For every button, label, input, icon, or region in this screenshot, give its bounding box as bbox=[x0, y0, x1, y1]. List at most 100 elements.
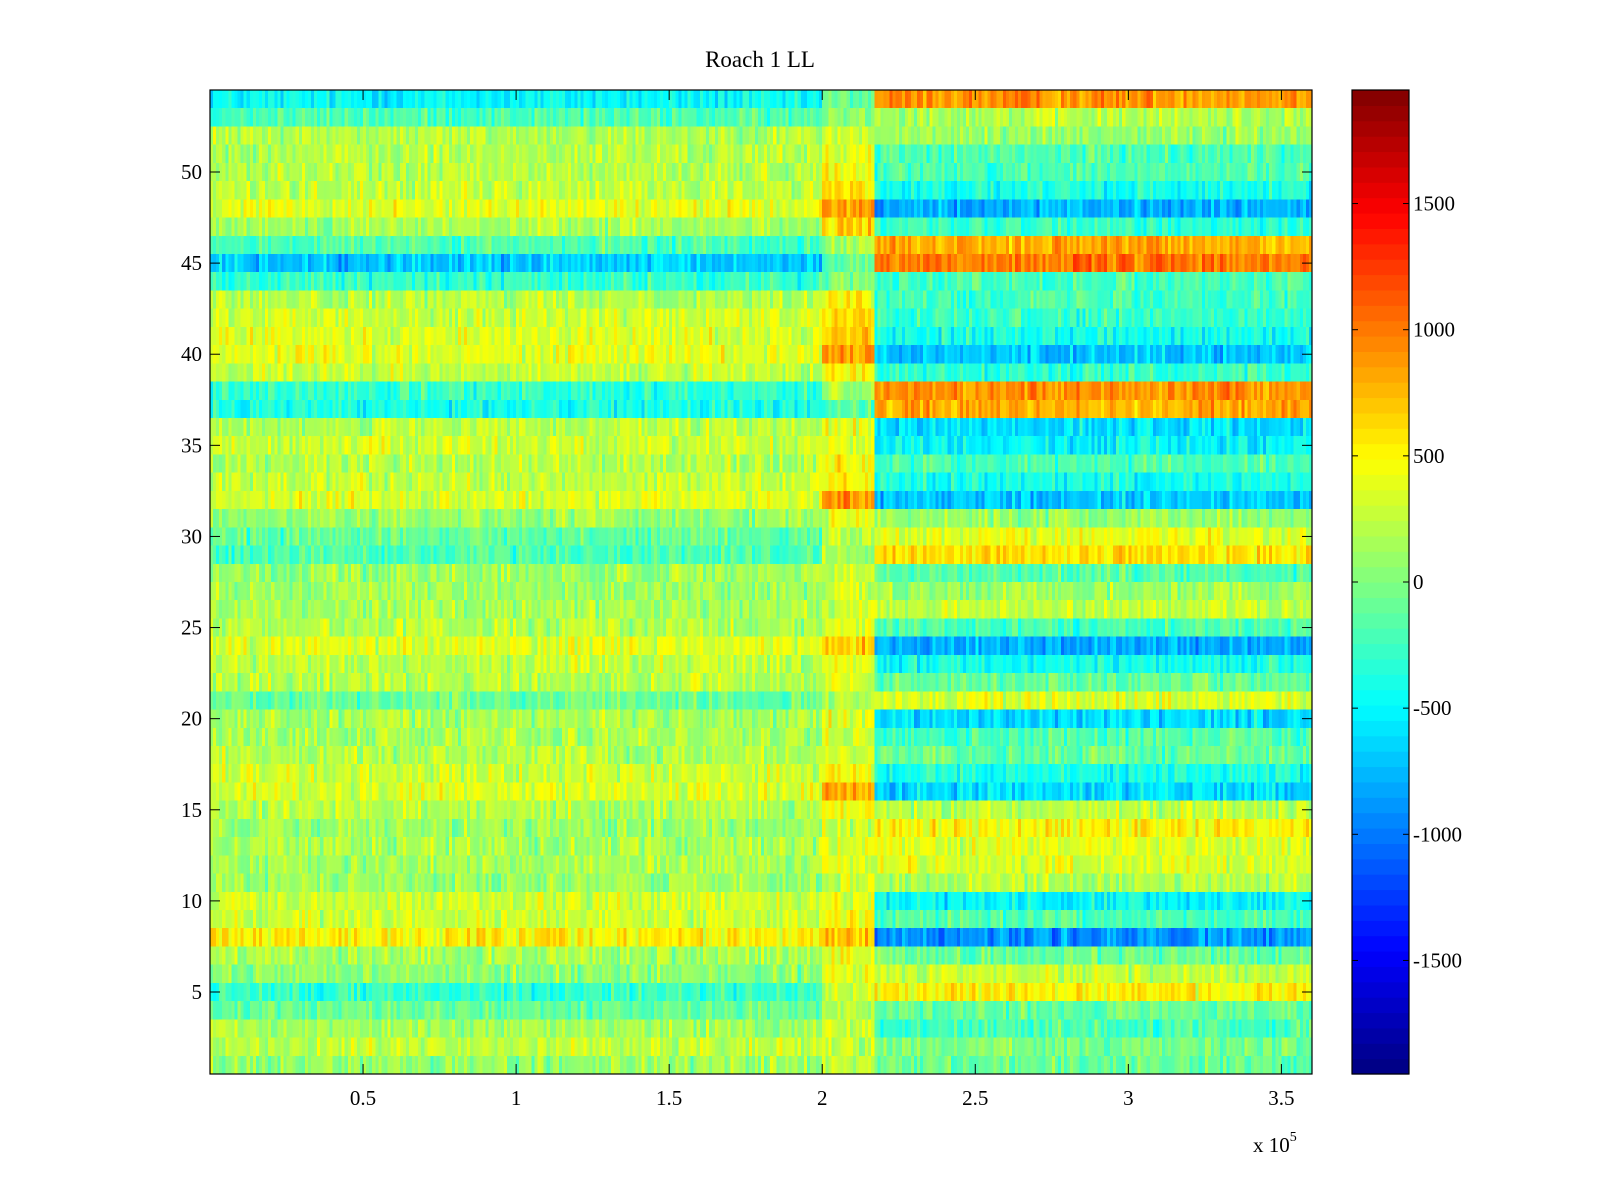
colorbar-level bbox=[1352, 658, 1409, 675]
colorbar-level bbox=[1352, 213, 1409, 229]
colorbar-tick-label: -1000 bbox=[1413, 822, 1462, 846]
colorbar-level bbox=[1352, 243, 1409, 260]
colorbar-level bbox=[1352, 797, 1409, 814]
colorbar-level bbox=[1352, 151, 1409, 168]
colorbar-level bbox=[1352, 935, 1409, 952]
y-tick-label: 40 bbox=[181, 342, 202, 366]
colorbar-level bbox=[1352, 305, 1409, 322]
heatmap-cells bbox=[210, 90, 1312, 1074]
colorbar-gradient bbox=[1352, 90, 1409, 1075]
colorbar-level bbox=[1352, 689, 1409, 706]
x-tick-label: 3.5 bbox=[1268, 1086, 1294, 1110]
colorbar-level bbox=[1352, 228, 1409, 245]
y-axis: 5 10 15 20 25 30 35 40 45 50 bbox=[181, 160, 1312, 1004]
colorbar-level bbox=[1352, 320, 1409, 337]
colorbar-level bbox=[1352, 889, 1409, 906]
y-tick-label: 5 bbox=[192, 980, 203, 1004]
y-tick-label: 45 bbox=[181, 251, 202, 275]
colorbar-level bbox=[1352, 551, 1409, 568]
colorbar-level bbox=[1352, 274, 1409, 291]
colorbar-level bbox=[1352, 874, 1409, 891]
colorbar-level bbox=[1352, 643, 1409, 660]
x-axis: 0.5 1 1.5 2 2.5 3 3.5 bbox=[350, 90, 1295, 1110]
colorbar-level bbox=[1352, 520, 1409, 537]
colorbar-level bbox=[1352, 428, 1409, 445]
colorbar-level bbox=[1352, 397, 1409, 414]
y-tick-label: 10 bbox=[181, 889, 202, 913]
colorbar-level bbox=[1352, 612, 1409, 629]
colorbar-level bbox=[1352, 705, 1409, 721]
y-tick-label: 15 bbox=[181, 798, 202, 822]
colorbar-level bbox=[1352, 382, 1409, 399]
colorbar-level bbox=[1352, 597, 1409, 614]
colorbar-level bbox=[1352, 366, 1409, 383]
colorbar-level bbox=[1352, 182, 1409, 199]
y-tick-label: 25 bbox=[181, 616, 202, 640]
colorbar-level bbox=[1352, 1027, 1409, 1044]
colorbar-level bbox=[1352, 720, 1409, 737]
colorbar-level bbox=[1352, 781, 1409, 798]
colorbar-level bbox=[1352, 966, 1409, 983]
colorbar-level bbox=[1352, 505, 1409, 522]
colorbar-level bbox=[1352, 858, 1409, 875]
heatmap-image bbox=[210, 90, 1312, 1074]
colorbar-axis: -1500 -1000 -500 0 500 1000 1500 bbox=[1352, 192, 1462, 972]
x-tick-label: 1.5 bbox=[656, 1086, 682, 1110]
colorbar-tick-label: 500 bbox=[1413, 444, 1445, 468]
x-tick-label: 2 bbox=[817, 1086, 828, 1110]
y-tick-label: 20 bbox=[181, 707, 202, 731]
y-tick-label: 35 bbox=[181, 433, 202, 457]
x-axis-multiplier-exponent: 5 bbox=[1290, 1130, 1297, 1145]
colorbar-level bbox=[1352, 412, 1409, 429]
colorbar-level bbox=[1352, 1012, 1409, 1029]
x-tick-label: 1 bbox=[511, 1086, 522, 1110]
x-axis-multiplier: x 105 bbox=[1253, 1130, 1297, 1157]
colorbar-tick-label: 1500 bbox=[1413, 192, 1455, 216]
colorbar-level bbox=[1352, 166, 1409, 183]
colorbar-level bbox=[1352, 259, 1409, 276]
colorbar-level bbox=[1352, 951, 1409, 967]
colorbar-level bbox=[1352, 197, 1409, 214]
x-axis-multiplier-base: x 10 bbox=[1253, 1133, 1290, 1157]
colorbar-level bbox=[1352, 628, 1409, 645]
x-tick-label: 0.5 bbox=[350, 1086, 376, 1110]
colorbar-level bbox=[1352, 443, 1409, 460]
colorbar-level bbox=[1352, 582, 1409, 598]
y-tick-label: 50 bbox=[181, 160, 202, 184]
colorbar-level bbox=[1352, 828, 1409, 844]
colorbar-level bbox=[1352, 904, 1409, 921]
colorbar-level bbox=[1352, 535, 1409, 552]
colorbar-level bbox=[1352, 105, 1409, 122]
colorbar-level bbox=[1352, 766, 1409, 783]
colorbar-level bbox=[1352, 351, 1409, 368]
colorbar-level bbox=[1352, 1058, 1409, 1075]
colorbar-level bbox=[1352, 997, 1409, 1014]
colorbar-tick-label: 1000 bbox=[1413, 318, 1455, 342]
colorbar-tick-label: -500 bbox=[1413, 696, 1452, 720]
colorbar-level bbox=[1352, 751, 1409, 768]
colorbar-level bbox=[1352, 843, 1409, 860]
colorbar-tick-label: -1500 bbox=[1413, 948, 1462, 972]
y-tick-label: 30 bbox=[181, 524, 202, 548]
colorbar-level bbox=[1352, 474, 1409, 491]
colorbar-level bbox=[1352, 120, 1409, 137]
colorbar-level bbox=[1352, 812, 1409, 829]
colorbar-level bbox=[1352, 489, 1409, 506]
colorbar-level bbox=[1352, 735, 1409, 752]
colorbar-level bbox=[1352, 920, 1409, 937]
colorbar-level bbox=[1352, 981, 1409, 998]
colorbar-level bbox=[1352, 336, 1409, 352]
plot-frame bbox=[209, 89, 1313, 1075]
colorbar-level bbox=[1352, 90, 1409, 106]
colorbar-level bbox=[1352, 1043, 1409, 1060]
x-tick-label: 3 bbox=[1123, 1086, 1134, 1110]
x-tick-label: 2.5 bbox=[962, 1086, 988, 1110]
colorbar-level bbox=[1352, 136, 1409, 153]
colorbar-level bbox=[1352, 566, 1409, 583]
colorbar-tick-label: 0 bbox=[1413, 570, 1424, 594]
colorbar-level bbox=[1352, 459, 1409, 475]
colorbar-level bbox=[1352, 674, 1409, 691]
colorbar-level bbox=[1352, 289, 1409, 306]
chart-title: Roach 1 LL bbox=[705, 47, 815, 72]
